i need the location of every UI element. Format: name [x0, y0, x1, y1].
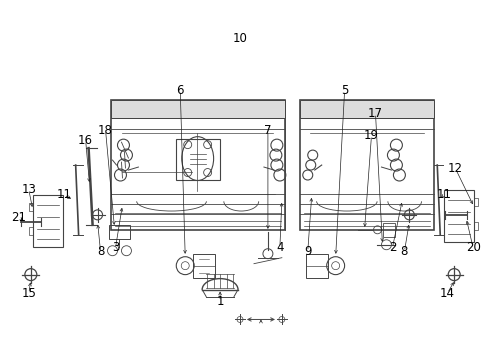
- Text: 21: 21: [11, 211, 26, 224]
- Bar: [33, 195, 63, 247]
- Text: 19: 19: [364, 129, 379, 142]
- Bar: [300, 100, 434, 230]
- Bar: [108, 225, 130, 239]
- Text: 18: 18: [98, 124, 113, 137]
- Bar: [474, 198, 478, 206]
- Bar: [384, 223, 395, 237]
- Text: 9: 9: [304, 245, 312, 258]
- Bar: [111, 100, 285, 230]
- Text: 6: 6: [176, 84, 184, 97]
- Bar: [300, 100, 434, 118]
- Bar: [111, 100, 285, 118]
- Text: 12: 12: [448, 162, 463, 175]
- Text: 7: 7: [264, 124, 271, 137]
- Text: 14: 14: [440, 287, 455, 300]
- Bar: [444, 190, 474, 242]
- Text: 17: 17: [368, 107, 383, 120]
- Text: 1: 1: [217, 295, 224, 308]
- Bar: [474, 222, 478, 230]
- Bar: [29, 227, 33, 235]
- Text: 11: 11: [56, 188, 71, 202]
- Text: 5: 5: [341, 84, 348, 97]
- Text: 4: 4: [276, 241, 284, 254]
- Text: 8: 8: [97, 245, 104, 258]
- Text: 20: 20: [466, 241, 481, 254]
- Text: 3: 3: [112, 241, 119, 254]
- Bar: [176, 139, 220, 180]
- Text: 8: 8: [401, 245, 408, 258]
- Text: 2: 2: [389, 241, 396, 254]
- Text: 13: 13: [22, 184, 36, 197]
- Text: 16: 16: [78, 134, 93, 147]
- Bar: [306, 254, 328, 278]
- Text: 10: 10: [233, 32, 247, 45]
- Bar: [193, 254, 215, 278]
- Text: 15: 15: [22, 287, 36, 300]
- Text: 11: 11: [437, 188, 452, 202]
- Bar: [29, 203, 33, 211]
